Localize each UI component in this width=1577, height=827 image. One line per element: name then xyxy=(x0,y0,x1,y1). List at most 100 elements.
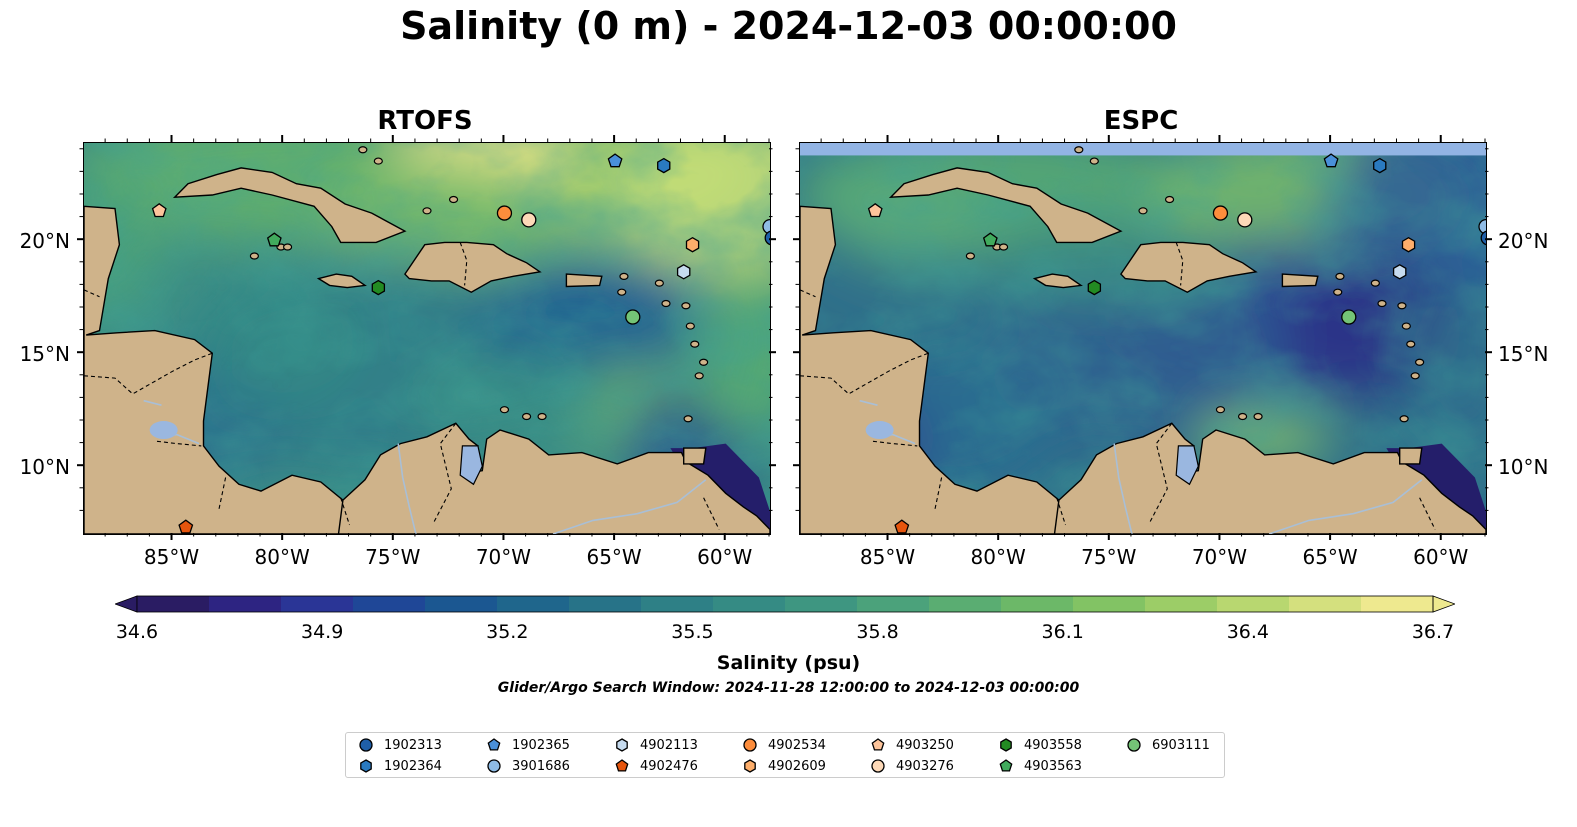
float-marker-4903276 xyxy=(521,212,537,228)
legend-item: 3901686 xyxy=(486,758,570,774)
lon-label: 75°W xyxy=(1081,545,1137,569)
float-marker-6903111 xyxy=(1341,309,1357,325)
float-marker-4902476 xyxy=(178,519,194,534)
colorbar-tick-label: 36.4 xyxy=(1226,621,1269,643)
legend-label: 1902364 xyxy=(384,758,442,774)
legend: 1902313 1902364 1902365 3901686 4902113 49024… xyxy=(345,732,1225,778)
legend-item: 4903563 xyxy=(998,758,1082,774)
legend-item: 6903111 xyxy=(1126,737,1210,753)
float-marker-4903558 xyxy=(371,279,386,296)
lat-label: 10°N xyxy=(1498,455,1549,479)
legend-label: 1902365 xyxy=(512,737,570,753)
float-marker-3901686 xyxy=(762,218,770,235)
lon-label: 75°W xyxy=(365,545,421,569)
float-marker-1902364 xyxy=(1373,157,1387,174)
lon-label: 70°W xyxy=(475,545,532,569)
salinity-map-espc xyxy=(800,143,1486,534)
axis-ticks xyxy=(77,135,776,540)
circle-marker-icon xyxy=(487,759,501,773)
pentagon-marker-icon xyxy=(871,738,885,751)
legend-label: 4903276 xyxy=(896,758,954,774)
legend-label: 4902609 xyxy=(768,758,826,774)
salinity-map-rtofs xyxy=(84,143,770,534)
colorbar-tick-label: 35.8 xyxy=(856,621,899,643)
legend-label: 4902534 xyxy=(768,737,826,753)
map-panel-rtofs xyxy=(83,142,771,535)
legend-label: 4903563 xyxy=(1024,758,1082,774)
legend-label: 3901686 xyxy=(512,758,570,774)
legend-item: 1902364 xyxy=(358,758,442,774)
float-marker-4903276 xyxy=(1237,212,1253,228)
lon-label: 70°W xyxy=(1191,545,1248,569)
float-marker-4902609 xyxy=(1401,236,1416,253)
lon-label: 80°W xyxy=(970,545,1026,569)
legend-item: 4902609 xyxy=(742,758,826,774)
float-marker-6903111 xyxy=(625,309,641,325)
hexagon-marker-icon xyxy=(1000,738,1012,752)
pentagon-marker-icon xyxy=(487,738,501,751)
figure-title: Salinity (0 m) - 2024-12-03 00:00:00 xyxy=(400,4,1177,48)
legend-item: 4902476 xyxy=(614,758,698,774)
float-marker-1902365 xyxy=(607,153,623,168)
float-marker-1902313 xyxy=(1480,230,1486,246)
colorbar-tick-label: 36.7 xyxy=(1411,621,1455,643)
pentagon-marker-icon xyxy=(999,759,1013,772)
float-marker-4902113 xyxy=(676,264,691,280)
legend-item: 1902313 xyxy=(358,737,442,753)
float-marker-4902534 xyxy=(1212,205,1229,221)
map-panel-espc xyxy=(799,142,1487,535)
search-window-note: Glider/Argo Search Window: 2024-11-28 12… xyxy=(497,680,1080,696)
lat-label: 20°N xyxy=(19,229,70,253)
legend-item: 4903276 xyxy=(870,758,954,774)
colorbar-tick-label: 35.5 xyxy=(671,621,714,643)
float-marker-4903563 xyxy=(982,232,998,247)
hexagon-marker-icon xyxy=(616,738,628,752)
lon-label: 80°W xyxy=(254,545,310,569)
legend-item: 1902365 xyxy=(486,737,570,753)
float-marker-1902364 xyxy=(657,157,671,174)
lon-label: 60°W xyxy=(697,545,753,569)
lat-label: 15°N xyxy=(19,342,70,366)
hexagon-marker-icon xyxy=(360,759,372,773)
legend-label: 4903558 xyxy=(1024,737,1082,753)
legend-item: 4903558 xyxy=(998,737,1082,753)
colorbar-tick-label: 35.2 xyxy=(486,621,529,643)
float-marker-3901686 xyxy=(1478,218,1486,235)
lon-label: 65°W xyxy=(1302,545,1358,569)
lon-label: 60°W xyxy=(1413,545,1469,569)
lat-label: 10°N xyxy=(19,455,70,479)
colorbar-label: Salinity (psu) xyxy=(716,652,861,674)
legend-label: 4902113 xyxy=(640,737,698,753)
legend-label: 4902476 xyxy=(640,758,698,774)
circle-marker-icon xyxy=(871,759,885,773)
colorbar-tick-label: 34.6 xyxy=(115,621,159,643)
colorbar-tick-label: 34.9 xyxy=(300,621,344,643)
colorbar-tick-label: 36.1 xyxy=(1041,621,1084,643)
hexagon-marker-icon xyxy=(744,759,756,773)
legend-item: 4902113 xyxy=(614,737,698,753)
legend-item: 4903250 xyxy=(870,737,954,753)
colorbar xyxy=(113,594,1457,614)
float-marker-1902313 xyxy=(764,230,770,246)
legend-label: 6903111 xyxy=(1152,737,1210,753)
lon-label: 65°W xyxy=(586,545,642,569)
circle-marker-icon xyxy=(359,738,373,752)
panel-title-rtofs: RTOFS xyxy=(377,106,473,136)
circle-marker-icon xyxy=(1127,738,1141,752)
float-marker-4902476 xyxy=(894,519,910,534)
legend-item: 4902534 xyxy=(742,737,826,753)
lat-label: 15°N xyxy=(1498,342,1549,366)
axis-ticks xyxy=(793,135,1492,540)
pentagon-marker-icon xyxy=(615,759,629,772)
float-marker-4903250 xyxy=(867,202,883,218)
float-marker-4903250 xyxy=(151,202,167,218)
circle-marker-icon xyxy=(743,738,757,752)
float-marker-1902365 xyxy=(1323,153,1339,168)
float-marker-4902534 xyxy=(496,205,513,221)
float-marker-4903563 xyxy=(266,232,282,247)
float-marker-4902113 xyxy=(1392,264,1407,280)
legend-label: 1902313 xyxy=(384,737,442,753)
lat-label: 20°N xyxy=(1498,229,1549,253)
lon-label: 85°W xyxy=(143,545,200,569)
float-marker-4902609 xyxy=(685,236,700,253)
